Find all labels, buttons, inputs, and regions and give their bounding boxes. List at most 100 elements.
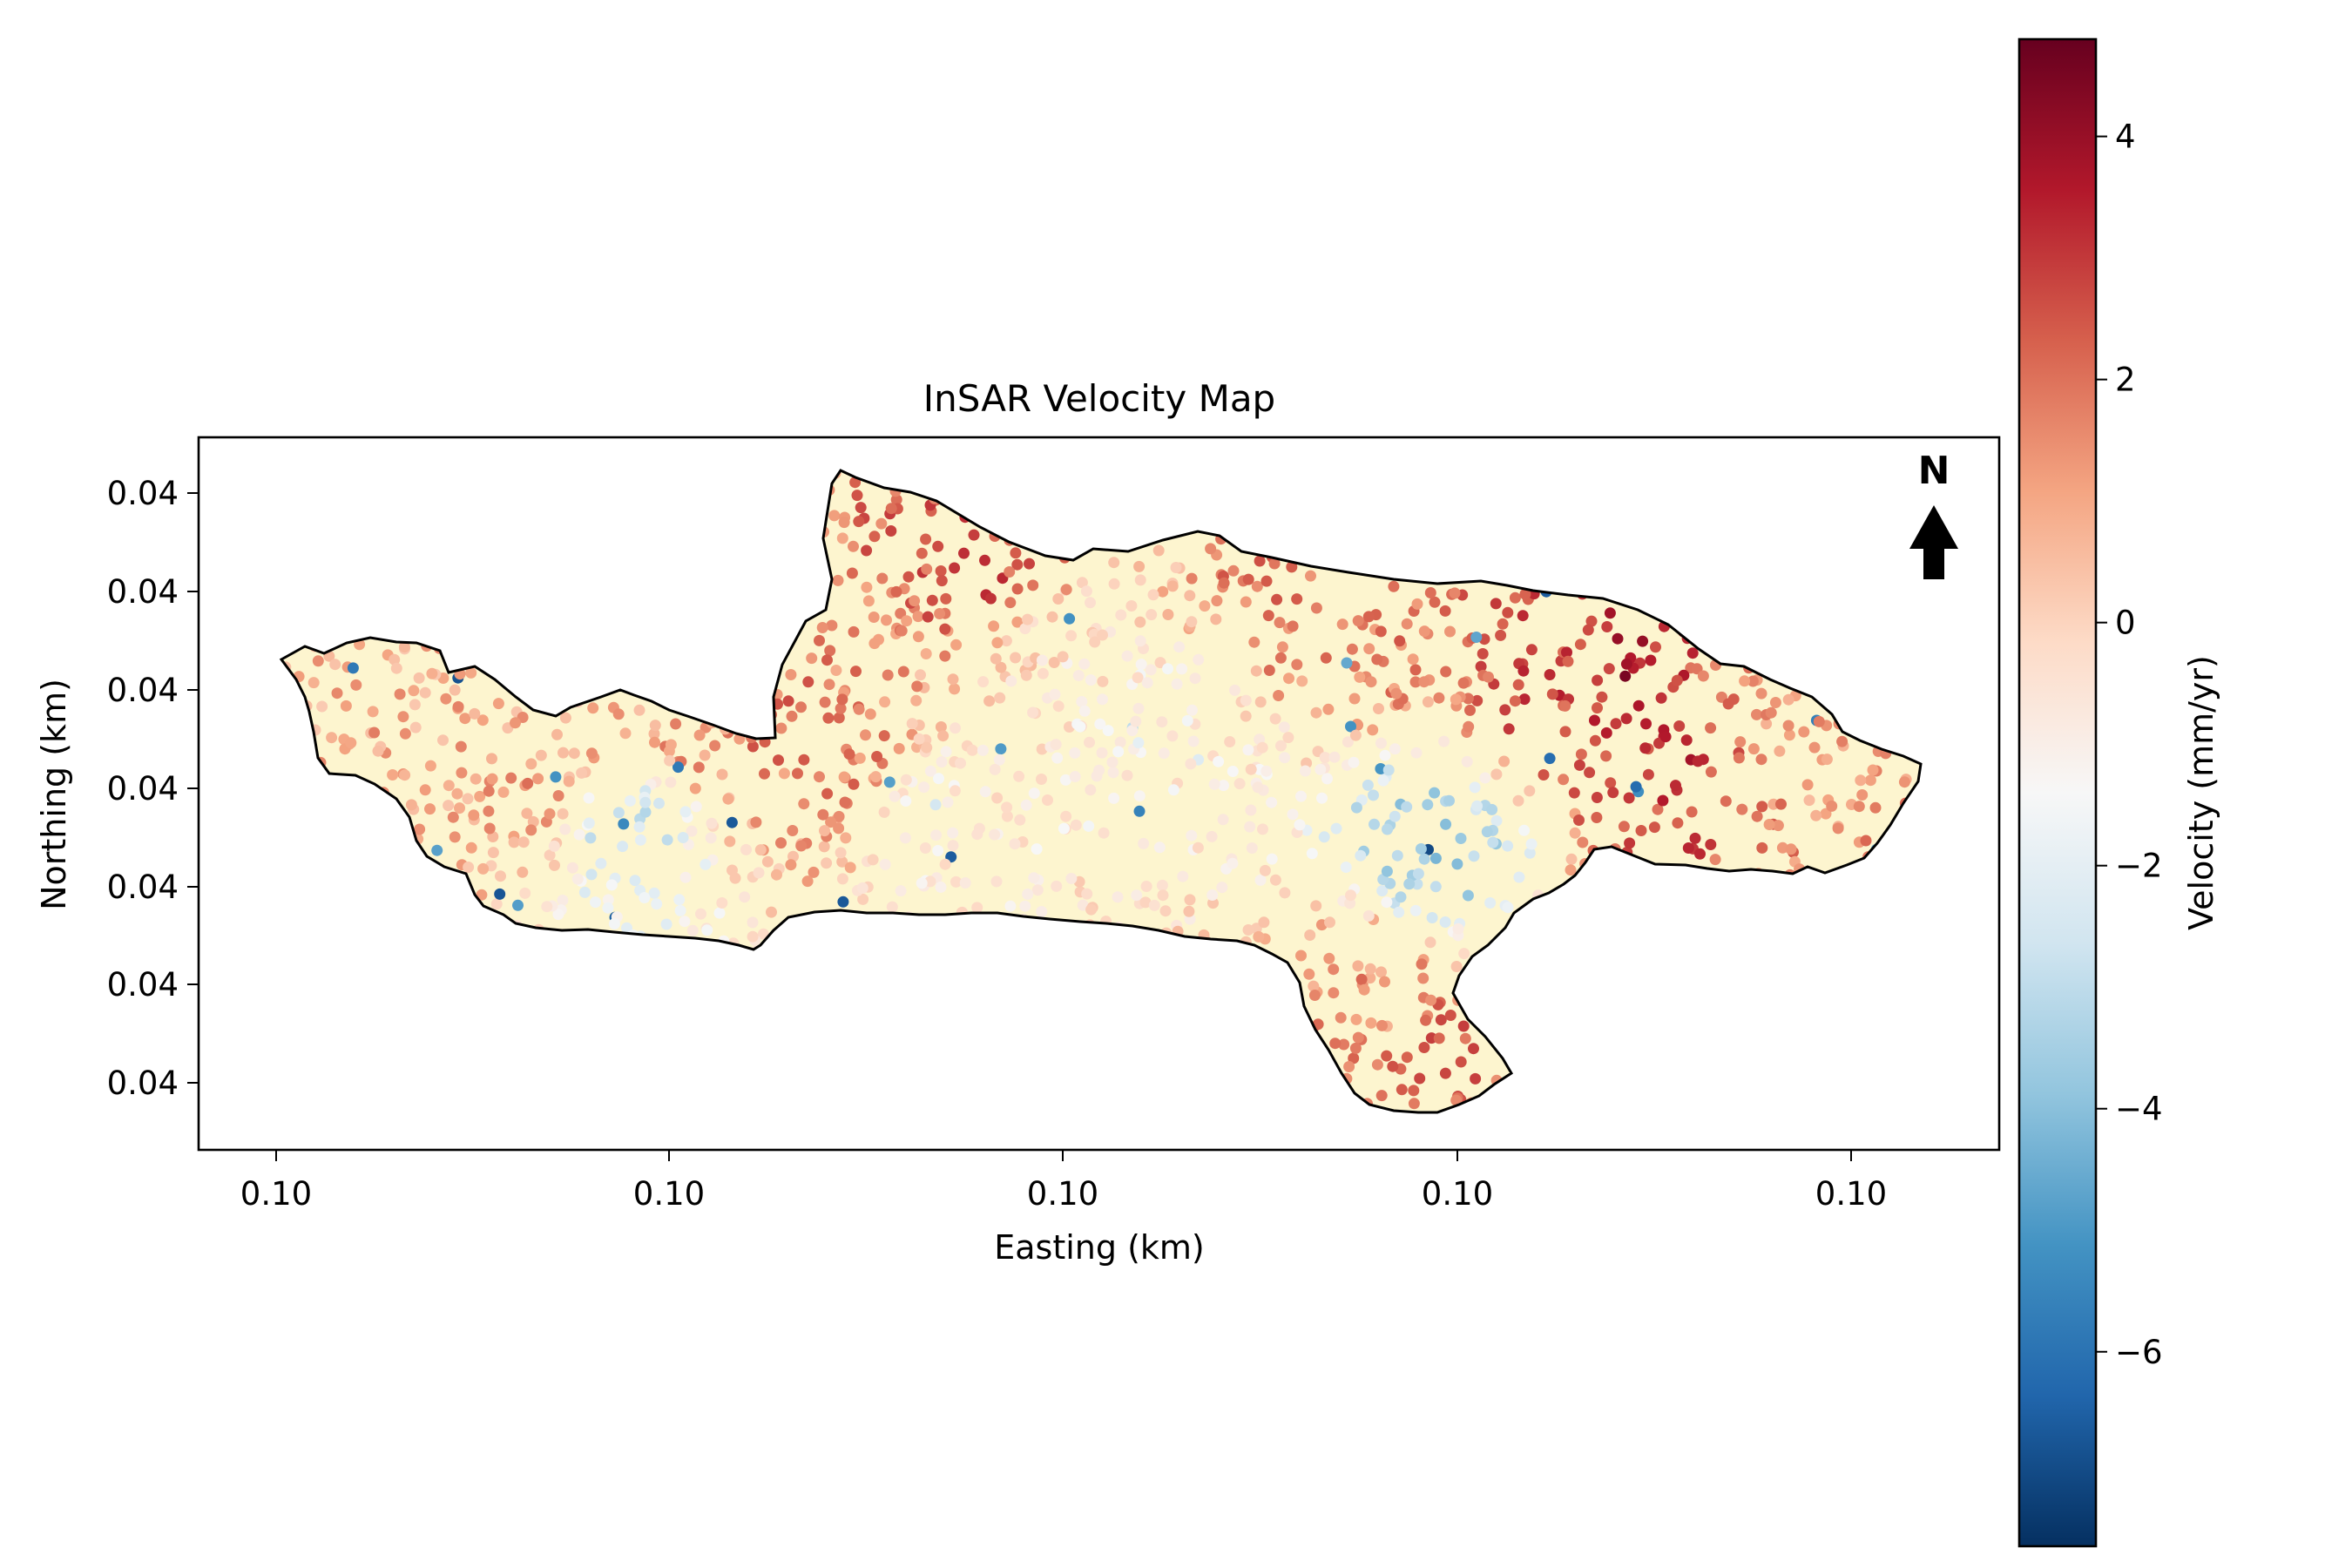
velocity-point: [1210, 613, 1222, 625]
velocity-point: [890, 494, 902, 506]
velocity-point: [1291, 659, 1303, 671]
velocity-point: [1502, 606, 1514, 618]
velocity-point: [1371, 653, 1383, 666]
velocity-point: [950, 722, 961, 734]
study-area-fill: [281, 470, 1921, 1112]
velocity-point: [1367, 724, 1379, 736]
velocity-point: [937, 730, 950, 742]
velocity-point: [1146, 609, 1158, 621]
velocity-point: [1031, 843, 1043, 855]
velocity-point: [1299, 765, 1311, 777]
velocity-point: [1375, 625, 1387, 638]
velocity-point: [605, 879, 618, 891]
velocity-point: [483, 822, 496, 835]
velocity-point: [424, 760, 436, 772]
velocity-point: [1499, 704, 1511, 716]
velocity-point: [942, 796, 954, 808]
velocity-point: [1401, 801, 1413, 813]
velocity-point: [551, 728, 563, 740]
velocity-point: [1106, 756, 1119, 768]
velocity-point: [1382, 823, 1393, 835]
velocity-point: [1464, 704, 1476, 716]
velocity-point: [443, 780, 455, 792]
velocity-point: [1591, 812, 1603, 823]
velocity-point: [1561, 646, 1572, 659]
velocity-point: [848, 625, 860, 638]
velocity-point: [832, 574, 844, 586]
velocity-point: [775, 722, 787, 734]
velocity-point: [624, 794, 636, 807]
velocity-point: [966, 744, 978, 756]
velocity-point: [798, 798, 810, 810]
velocity-point: [782, 695, 794, 707]
velocity-point: [1216, 882, 1228, 894]
colorbar: 4 2 0 −2 −4 −6 Velocity (mm/yr): [2017, 37, 2220, 1548]
velocity-point: [602, 894, 614, 906]
velocity-point: [761, 855, 774, 868]
velocity-point: [1295, 950, 1307, 962]
velocity-point: [1329, 1037, 1342, 1050]
velocity-point: [1418, 625, 1430, 638]
velocity-point: [939, 650, 951, 662]
velocity-point: [1303, 968, 1315, 980]
velocity-point: [1004, 900, 1017, 912]
velocity-point: [1821, 754, 1833, 766]
velocity-point: [1318, 831, 1330, 843]
velocity-point: [1568, 787, 1580, 799]
velocity-point: [889, 790, 901, 802]
velocity-point: [1694, 848, 1706, 860]
velocity-point: [1256, 741, 1268, 754]
velocity-point: [1582, 624, 1594, 636]
velocity-point: [1424, 936, 1436, 949]
velocity-point: [552, 790, 564, 801]
velocity-point: [1379, 749, 1391, 761]
velocity-point: [1173, 641, 1186, 653]
velocity-point: [1145, 664, 1157, 676]
velocity-point: [1064, 612, 1076, 625]
velocity-point: [1592, 702, 1603, 714]
velocity-point: [517, 836, 530, 848]
velocity-point: [1321, 773, 1333, 785]
velocity-point: [821, 787, 834, 800]
velocity-point: [1125, 600, 1138, 612]
velocity-point: [1108, 557, 1120, 569]
velocity-point: [1381, 896, 1393, 909]
velocity-point: [689, 782, 701, 794]
velocity-point: [1011, 583, 1024, 595]
velocity-point: [1022, 889, 1034, 900]
velocity-point: [612, 708, 625, 720]
velocity-point: [913, 733, 925, 745]
velocity-point: [1259, 864, 1271, 876]
velocity-point: [1573, 814, 1585, 826]
velocity-point: [1157, 585, 1169, 598]
velocity-point: [1206, 830, 1218, 842]
velocity-point: [1782, 693, 1794, 706]
velocity-point: [1443, 794, 1455, 807]
velocity-point: [1001, 810, 1013, 822]
velocity-point: [1156, 716, 1168, 728]
velocity-point: [1050, 739, 1062, 751]
velocity-point: [1217, 814, 1229, 826]
velocity-point: [1010, 547, 1022, 559]
velocity-point: [1429, 881, 1442, 893]
velocity-point: [583, 792, 595, 804]
velocity-point: [1153, 841, 1166, 854]
velocity-point: [1585, 615, 1598, 627]
velocity-point: [1341, 657, 1353, 669]
velocity-point: [1468, 850, 1480, 862]
velocity-point: [1479, 772, 1491, 784]
velocity-point: [935, 721, 947, 733]
velocity-point: [1394, 635, 1406, 647]
velocity-point: [864, 708, 876, 720]
velocity-point: [340, 700, 352, 712]
velocity-point: [1813, 715, 1825, 727]
velocity-point: [1836, 735, 1848, 747]
velocity-point: [1860, 835, 1872, 847]
velocity-point: [476, 714, 489, 727]
velocity-point: [1747, 675, 1759, 687]
velocity-point: [1471, 800, 1484, 812]
velocity-point: [995, 661, 1007, 673]
velocity-point: [670, 718, 682, 730]
velocity-point: [1642, 768, 1654, 781]
velocity-point: [1584, 767, 1596, 779]
